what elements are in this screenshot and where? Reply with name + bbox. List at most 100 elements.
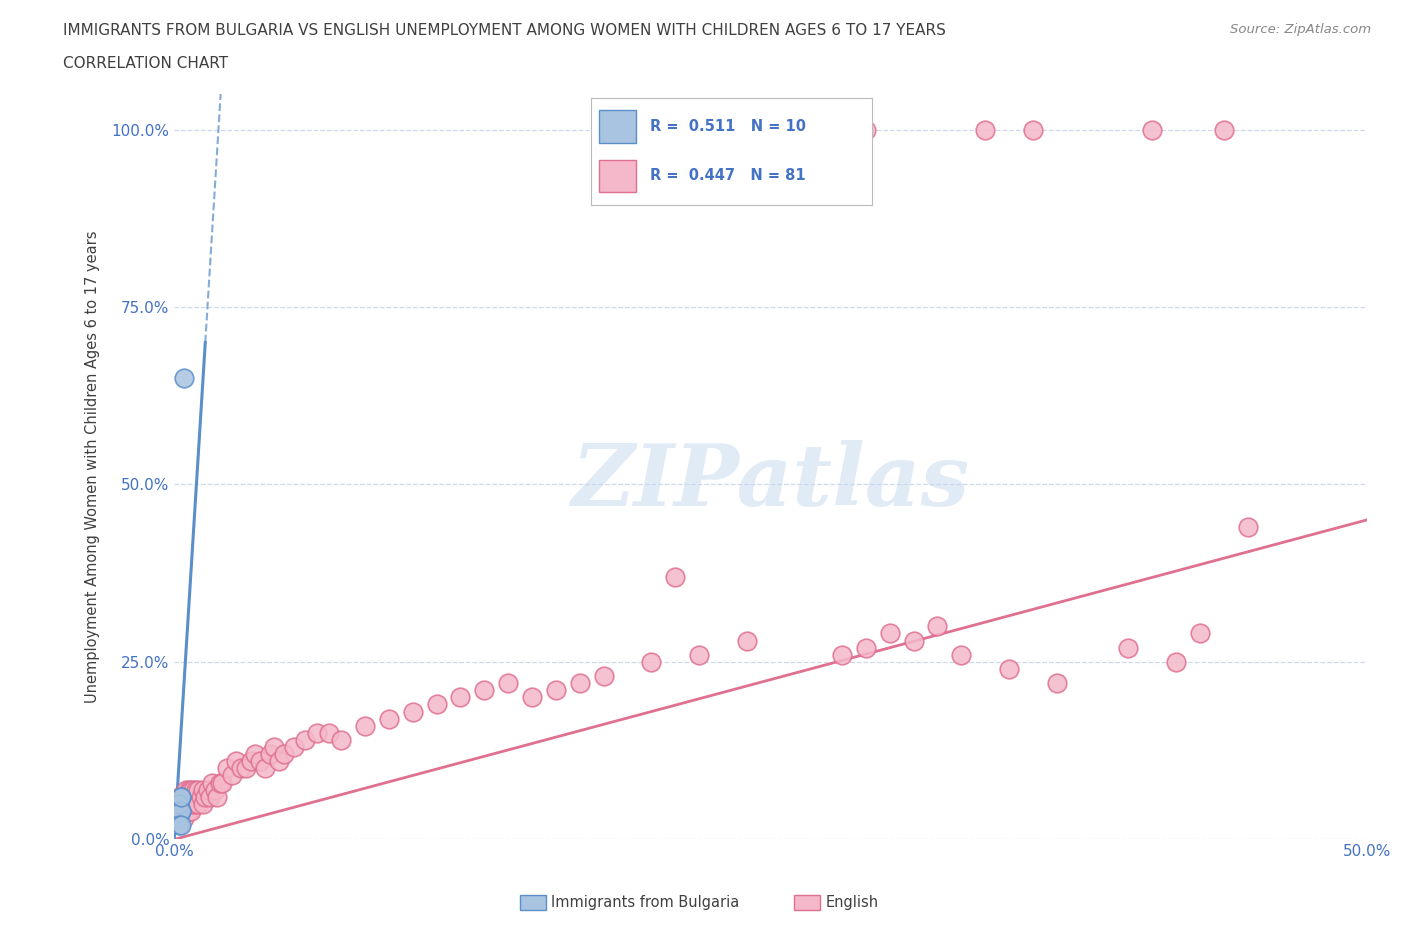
Point	[283, 739, 305, 754]
Point	[173, 811, 195, 826]
Point	[208, 775, 231, 790]
Point	[927, 619, 949, 634]
Point	[170, 817, 193, 832]
Point	[173, 370, 195, 385]
Point	[170, 804, 193, 818]
Point	[831, 647, 853, 662]
Point	[879, 626, 901, 641]
Point	[211, 775, 233, 790]
Point	[170, 790, 193, 804]
Point	[170, 790, 193, 804]
Point	[198, 790, 221, 804]
Point	[520, 690, 543, 705]
Point	[174, 782, 197, 797]
Point	[1212, 122, 1234, 137]
Point	[269, 754, 291, 769]
Point	[544, 683, 567, 698]
Point	[472, 683, 495, 698]
Point	[204, 782, 226, 797]
Point	[170, 804, 193, 818]
Point	[174, 804, 197, 818]
Text: Source: ZipAtlas.com: Source: ZipAtlas.com	[1230, 23, 1371, 36]
Point	[855, 122, 877, 137]
Point	[170, 796, 193, 811]
Point	[903, 633, 925, 648]
Point	[173, 796, 195, 811]
Point	[183, 796, 205, 811]
Point	[184, 796, 207, 811]
Point	[177, 782, 200, 797]
Point	[184, 782, 207, 797]
Point	[1236, 520, 1258, 535]
Point	[205, 790, 228, 804]
Point	[183, 790, 205, 804]
Point	[215, 761, 238, 776]
Point	[1046, 676, 1069, 691]
Point	[183, 782, 205, 797]
Point	[568, 676, 591, 691]
Text: R =  0.511   N = 10: R = 0.511 N = 10	[650, 119, 806, 134]
Point	[167, 804, 190, 818]
Point	[229, 761, 252, 776]
Point	[402, 704, 425, 719]
Point	[221, 768, 243, 783]
Point	[177, 804, 200, 818]
Point	[974, 122, 997, 137]
Text: ZIPatlas: ZIPatlas	[571, 440, 970, 524]
Point	[170, 790, 193, 804]
Point	[180, 804, 202, 818]
Point	[263, 739, 285, 754]
Point	[259, 747, 281, 762]
Point	[167, 817, 190, 832]
Point	[496, 676, 519, 691]
Point	[1116, 640, 1139, 655]
Bar	[599, 160, 636, 192]
Text: R =  0.447   N = 81: R = 0.447 N = 81	[650, 168, 806, 183]
Point	[664, 569, 686, 584]
Point	[191, 796, 214, 811]
Point	[187, 796, 209, 811]
Point	[174, 790, 197, 804]
Point	[167, 796, 190, 811]
Point	[253, 761, 276, 776]
Point	[330, 733, 353, 748]
Point	[180, 790, 202, 804]
Point	[318, 725, 340, 740]
Point	[173, 790, 195, 804]
Point	[235, 761, 257, 776]
Point	[998, 661, 1021, 676]
Point	[450, 690, 472, 705]
Point	[190, 790, 212, 804]
Point	[855, 640, 877, 655]
Point	[167, 811, 190, 826]
Point	[831, 122, 853, 137]
Point	[191, 782, 214, 797]
Text: English: English	[825, 895, 879, 910]
Point	[592, 669, 614, 684]
Point	[194, 790, 217, 804]
Point	[167, 796, 190, 811]
Point	[180, 782, 202, 797]
Point	[170, 804, 193, 818]
Point	[1164, 655, 1187, 670]
Point	[307, 725, 329, 740]
Point	[225, 754, 247, 769]
Point	[201, 775, 224, 790]
Text: IMMIGRANTS FROM BULGARIA VS ENGLISH UNEMPLOYMENT AMONG WOMEN WITH CHILDREN AGES : IMMIGRANTS FROM BULGARIA VS ENGLISH UNEM…	[63, 23, 946, 38]
Text: CORRELATION CHART: CORRELATION CHART	[63, 56, 228, 71]
Point	[167, 790, 190, 804]
Bar	[599, 111, 636, 142]
Point	[426, 698, 449, 712]
Text: Immigrants from Bulgaria: Immigrants from Bulgaria	[551, 895, 740, 910]
Point	[239, 754, 262, 769]
Point	[294, 733, 316, 748]
Point	[245, 747, 267, 762]
Point	[177, 796, 200, 811]
Point	[735, 633, 758, 648]
Point	[187, 782, 209, 797]
Y-axis label: Unemployment Among Women with Children Ages 6 to 17 years: Unemployment Among Women with Children A…	[86, 231, 100, 703]
Point	[354, 718, 377, 733]
Point	[950, 647, 973, 662]
Point	[1022, 122, 1045, 137]
Point	[640, 655, 662, 670]
